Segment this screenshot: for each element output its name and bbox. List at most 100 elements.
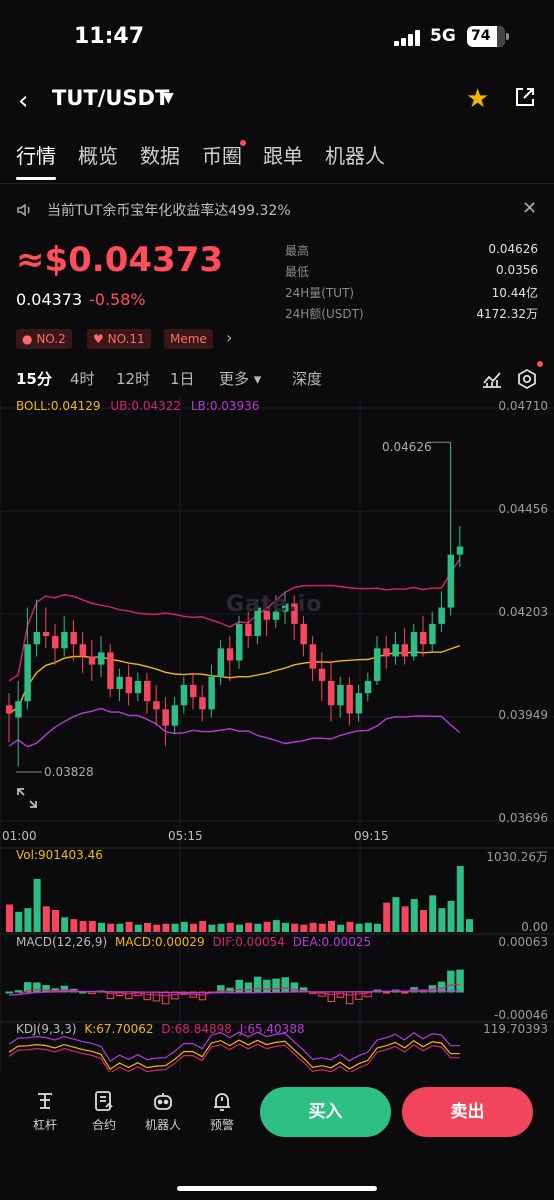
- candle-body: [79, 644, 87, 657]
- close-icon[interactable]: ✕: [522, 198, 538, 219]
- active-tab-underline: [16, 177, 56, 180]
- last-price: 0.04373: [16, 290, 83, 309]
- bot-label: 机器人: [144, 1118, 181, 1132]
- indicator-icon[interactable]: [481, 369, 503, 389]
- kdj-d: D:68.84898: [161, 1022, 232, 1036]
- volume-bar: [24, 908, 32, 932]
- volume-bar: [254, 923, 262, 932]
- macd-axis-min: -0.00046: [494, 1008, 548, 1022]
- heart-icon: ♥: [93, 332, 104, 346]
- price-axis-label: 0.04710: [498, 399, 548, 413]
- tags-more-chevron-icon[interactable]: ›: [226, 328, 233, 347]
- volume-bar: [236, 924, 243, 932]
- volume-bar: [245, 922, 253, 932]
- macd-bar: [143, 991, 151, 1001]
- settings-icon[interactable]: [516, 368, 538, 390]
- candle-body: [309, 644, 317, 669]
- volume-bar: [162, 923, 170, 932]
- category-tag-meme-label: Meme: [170, 332, 207, 346]
- candle-body: [70, 632, 77, 645]
- back-icon[interactable]: ‹: [18, 86, 29, 116]
- tab-bot[interactable]: 机器人: [325, 144, 385, 168]
- stat-label-amount: 24H额(USDT): [285, 307, 364, 321]
- candle-body: [88, 656, 96, 665]
- bot-button[interactable]: 机器人: [138, 1090, 188, 1133]
- margin-button[interactable]: 杠杆: [20, 1090, 70, 1133]
- candle-body: [171, 705, 179, 726]
- candle-body: [263, 607, 271, 620]
- sell-button[interactable]: 卖出: [402, 1087, 533, 1137]
- volume-bar: [272, 920, 280, 932]
- interval-12h[interactable]: 12时: [116, 370, 151, 388]
- candle-body: [107, 652, 114, 690]
- volume-bar: [125, 921, 133, 932]
- candle-body: [282, 603, 289, 612]
- fullscreen-icon[interactable]: [16, 787, 38, 809]
- candle-body: [456, 546, 464, 555]
- status-bar: 11:47 5G 74: [0, 0, 554, 70]
- stat-value-amount: 4172.32万: [476, 307, 538, 321]
- interval-4h[interactable]: 4时: [70, 370, 95, 388]
- stat-value-vol: 10.44亿: [491, 286, 538, 300]
- kdj-axis-max: 119.70393: [483, 1022, 548, 1036]
- buy-button[interactable]: 买入: [260, 1087, 391, 1137]
- candle-body: [190, 684, 197, 698]
- tab-overview[interactable]: 概览: [78, 144, 118, 168]
- rank-tag-hot-label: NO.2: [36, 332, 66, 346]
- favorite-star-icon[interactable]: ★: [466, 84, 490, 114]
- volume-bar: [263, 921, 271, 932]
- kdj-params: KDJ(9,3,3): [16, 1022, 77, 1036]
- alert-button[interactable]: 预警: [197, 1090, 247, 1133]
- rank-tag-fav[interactable]: ♥ NO.11: [87, 329, 151, 349]
- boll-lb: LB:0.03936: [190, 399, 260, 413]
- notice-bar[interactable]: 当前TUT余币宝年化收益率达499.32% ✕: [0, 198, 554, 224]
- futures-button[interactable]: 合约: [79, 1090, 129, 1133]
- interval-15m[interactable]: 15分: [16, 370, 52, 388]
- kline-chart[interactable]: [0, 396, 554, 1072]
- volume-bar: [300, 924, 308, 932]
- category-tag-meme[interactable]: Meme: [164, 329, 213, 349]
- candle-body: [15, 701, 22, 718]
- candle-body: [438, 607, 445, 624]
- candle-body: [355, 693, 363, 714]
- volume-bar: [355, 923, 363, 932]
- time-axis-label: 01:00: [2, 829, 37, 843]
- volume-bar: [70, 919, 78, 932]
- macd-bar: [244, 982, 253, 993]
- macd-dif: DIF:0.00054: [212, 935, 285, 949]
- depth-tab[interactable]: 深度: [292, 370, 323, 388]
- volume-bar: [42, 906, 50, 932]
- signal-icon: [394, 30, 420, 46]
- volume-bar: [52, 910, 59, 932]
- rank-tag-hot[interactable]: ● NO.2: [16, 329, 72, 349]
- network-label: 5G: [430, 26, 456, 46]
- candle-body: [162, 709, 169, 726]
- kdj-j: J:65.40388: [239, 1022, 305, 1036]
- settings-badge: [537, 361, 543, 367]
- candle-body: [153, 701, 160, 710]
- share-icon[interactable]: [514, 86, 536, 108]
- pair-title[interactable]: TUT/USDT: [52, 86, 170, 110]
- tab-market[interactable]: 行情: [16, 144, 56, 168]
- stat-value-high: 0.04626: [488, 242, 538, 256]
- interval-more[interactable]: 更多 ▾: [219, 370, 262, 388]
- macd-dea: DEA:0.00025: [292, 935, 372, 949]
- candle-body: [291, 603, 298, 624]
- macd-bar: [290, 982, 299, 993]
- stat-label-low: 最低: [285, 265, 310, 279]
- candle-body: [6, 705, 13, 714]
- macd-bar: [447, 970, 455, 993]
- candle-body: [98, 652, 105, 665]
- candle-body: [272, 611, 280, 620]
- interval-1d[interactable]: 1日: [170, 370, 195, 388]
- tab-community[interactable]: 币圈: [202, 144, 242, 168]
- pair-dropdown-icon[interactable]: ▼: [163, 90, 174, 106]
- macd-bar: [161, 991, 170, 1005]
- candle-body: [392, 644, 399, 657]
- boll-legend: BOLL:0.04129 UB:0.04322 LB:0.03936: [16, 399, 259, 413]
- tab-copy-trading[interactable]: 跟单: [263, 144, 303, 168]
- candle-body: [401, 644, 409, 657]
- tab-data[interactable]: 数据: [140, 144, 180, 168]
- candle-body: [447, 554, 455, 608]
- futures-icon: [95, 1091, 113, 1111]
